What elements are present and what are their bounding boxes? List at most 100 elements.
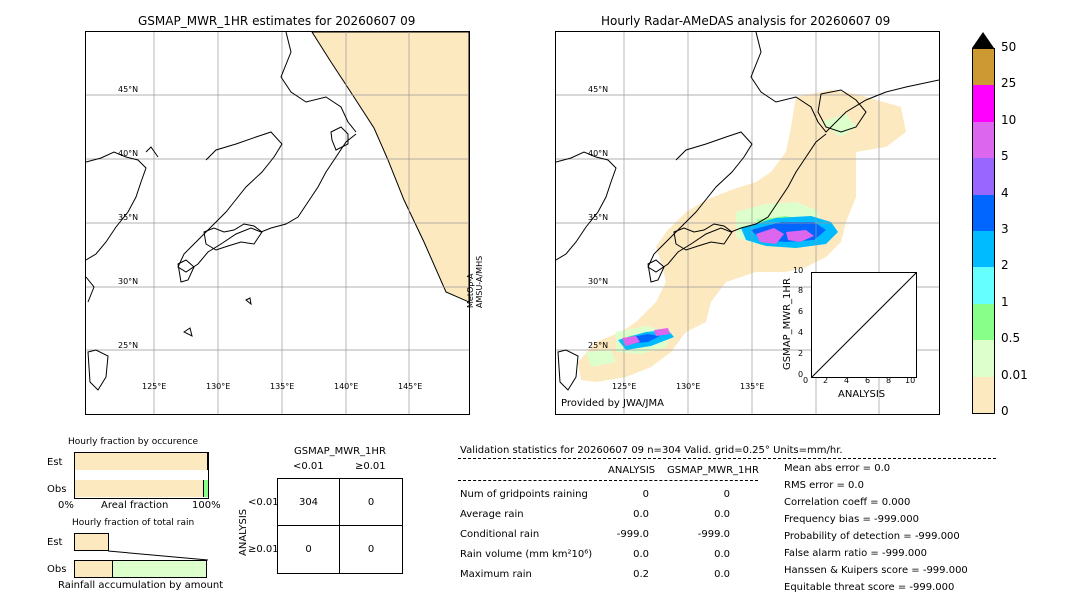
left-lat-label-40: 40°N [118,149,139,158]
validation-row-analysis: 0.0 [633,509,649,520]
validation-row-gsmap: 0.0 [714,509,730,520]
contingency-grid: 304 0 0 0 [277,478,403,574]
contingency-cell-hit: 0 [367,544,375,555]
occurrence-obs-label: Obs [47,484,67,495]
inset-y-tick-2: 2 [798,349,804,358]
inset-y-tick-4: 4 [798,328,804,337]
validation-row-gsmap: -999.0 [697,529,730,540]
left-lat-label-25: 25°N [118,341,139,350]
contingency-col-lt: <0.01 [293,461,324,472]
right-lon-label-135: 135°E [740,382,765,391]
validation-row-label: Num of gridpoints raining [460,489,588,500]
data-credit: Provided by JWA/JMA [561,398,664,409]
inset-x-tick-0: 0 [803,376,809,385]
occurrence-axis-right: 100% [192,500,221,511]
inset-x-tick-10: 10 [905,376,916,385]
total-rain-est-label: Est [47,537,63,548]
inset-x-tick-8: 8 [886,376,892,385]
inset-x-tick-4: 4 [844,376,850,385]
score-row: Hanssen & Kuipers score = -999.000 [784,565,968,576]
right-lat-label-35: 35°N [588,213,609,222]
total-rain-obs-label: Obs [47,564,67,575]
right-lat-label-40: 40°N [588,149,609,158]
occurrence-obs-rain-bar [202,480,208,497]
validation-row-label: Rain volume (mm km²10⁶) [460,549,593,560]
score-row: Correlation coeff = 0.000 [784,497,911,508]
inset-y-tick-10: 10 [793,266,804,275]
left-lon-label-130: 130°E [206,382,231,391]
colorbar-label: 2 [1001,258,1009,273]
right-coastline [556,32,939,391]
occurrence-title: Hourly fraction by occurence [68,437,199,447]
colorbar-segment [973,121,994,159]
score-row: Frequency bias = -999.000 [784,514,919,525]
inset-x-tick-6: 6 [865,376,871,385]
colorbar-label: 50 [1001,40,1017,54]
validation-row-analysis: 0.2 [633,569,649,580]
validation-col-gsmap: GSMAP_MWR_1HR [667,465,759,476]
validation-row-label: Average rain [460,509,524,520]
colorbar-label: 3 [1001,222,1009,236]
right-map-panel [555,31,940,415]
colorbar-label: 1 [1001,294,1009,309]
colorbar [972,48,995,414]
contingency-row-lt: <0.01 [248,497,279,508]
right-lon-label-125: 125°E [612,382,637,391]
validation-row-analysis: 0 [642,489,649,500]
inset-y-tick-6: 6 [798,307,804,316]
score-row: Equitable threat score = -999.000 [784,582,955,593]
inset-plot [811,272,917,378]
occurrence-obs-bar [75,480,203,497]
occurrence-frame [74,452,209,499]
occurrence-est-bar [75,453,208,470]
colorbar-segment [973,303,994,341]
colorbar-segment [973,158,994,195]
colorbar-label: 0.5 [1001,331,1021,346]
inset-diagonal [811,272,917,378]
colorbar-label: 0.01 [1001,367,1028,382]
colorbar-segment [973,340,994,377]
inset-xlabel: ANALYSIS [838,389,886,400]
total-rain-frame [74,533,209,578]
left-lat-label-35: 35°N [118,213,139,222]
left-grid [86,32,469,414]
occurrence-axis-left: 0% [58,500,74,511]
left-lat-label-45: 45°N [118,85,139,94]
left-lat-label-30: 30°N [118,277,139,286]
validation-row-label: Maximum rain [460,569,532,580]
validation-row-gsmap: 0.0 [714,549,730,560]
left-map-panel [85,31,470,415]
right-lat-label-30: 30°N [588,277,609,286]
contingency-row-ge: ≥0.01 [248,544,279,555]
total-rain-title: Hourly fraction of total rain [72,518,195,528]
colorbar-segment [973,231,994,268]
contingency-cell-miss: 0 [305,544,312,555]
contingency-cell-hits-none: 304 [298,497,319,508]
validation-col-analysis: ANALYSIS [608,465,656,476]
colorbar-label: 25 [1001,76,1017,91]
inset-ylabel: GSMAP_MWR_1HR [782,278,793,370]
left-lon-label-140: 140°E [334,382,359,391]
colorbar-label: 4 [1001,185,1009,200]
score-row: Probability of detection = -999.000 [784,531,960,542]
colorbar-label: 10 [1001,112,1017,127]
validation-divider [458,458,996,459]
left-lon-label-125: 125°E [142,382,167,391]
contingency-title: GSMAP_MWR_1HR [294,446,386,457]
validation-row-analysis: -999.0 [616,529,649,540]
left-lon-label-145: 145°E [398,382,423,391]
swath-area [311,32,469,303]
validation-row-gsmap: 0.0 [714,569,730,580]
validation-subdivider [458,480,758,481]
score-row: RMS error = 0.0 [784,480,864,491]
total-rain-svg [74,533,209,578]
inset-y-tick-0: 0 [798,370,804,379]
colorbar-segment [973,85,994,122]
validation-row-label: Conditional rain [460,529,540,540]
colorbar-segment [973,267,994,304]
contingency-cell-false-alarm: 0 [367,497,375,508]
colorbar-segment [973,49,994,86]
inset-y-tick-8: 8 [798,286,804,295]
validation-row-gsmap: 0 [723,489,730,500]
inset-x-tick-2: 2 [823,376,829,385]
